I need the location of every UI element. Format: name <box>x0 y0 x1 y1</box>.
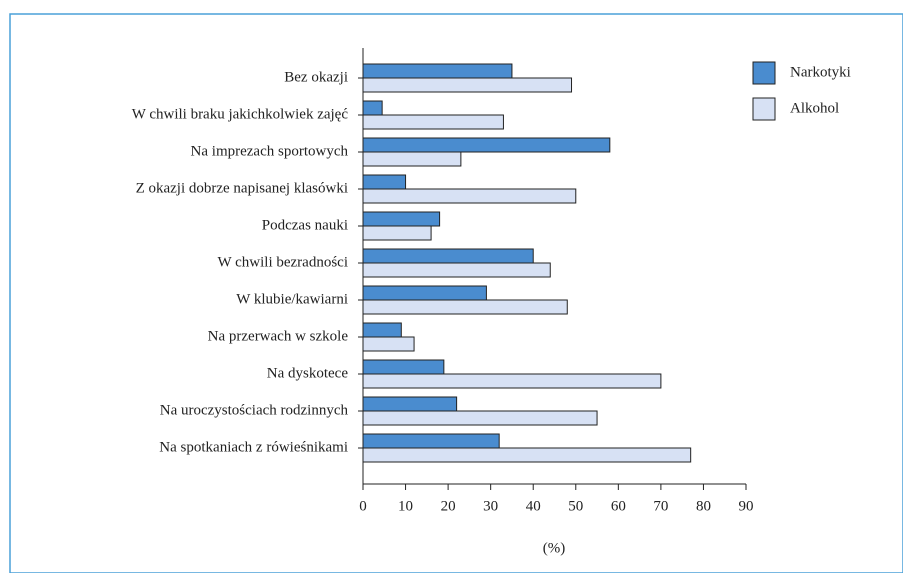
x-tick-label: 90 <box>739 498 754 514</box>
bar <box>362 262 551 278</box>
bar <box>362 359 445 375</box>
bar <box>362 433 500 449</box>
x-tick-label: 0 <box>359 498 367 514</box>
y-tick-label: Bez okazji <box>284 69 348 85</box>
x-tick-label: 70 <box>653 498 668 514</box>
bar <box>362 299 568 315</box>
bar <box>362 77 573 93</box>
bar <box>362 373 662 389</box>
bar <box>362 188 577 204</box>
y-tick-label: W chwili braku jakichkolwiek zajęć <box>132 106 349 122</box>
x-tick-label: 60 <box>611 498 626 514</box>
bar <box>362 447 692 463</box>
y-tick-label: Na uroczystościach rodzinnych <box>160 402 349 418</box>
bar <box>362 410 598 426</box>
legend-swatch <box>752 97 776 121</box>
legend-swatch <box>752 61 776 85</box>
y-tick-label: Podczas nauki <box>262 217 348 233</box>
bar <box>362 114 504 130</box>
x-tick-label: 30 <box>483 498 498 514</box>
bar <box>362 137 611 153</box>
bar <box>362 248 534 264</box>
bar <box>362 396 458 412</box>
y-tick-label: Na spotkaniach z rówieśnikami <box>159 439 348 455</box>
frame <box>9 13 903 573</box>
legend-label: Alkohol <box>790 100 839 116</box>
x-tick-label: 40 <box>526 498 541 514</box>
x-tick-label: 50 <box>568 498 583 514</box>
y-tick-label: Na przerwach w szkole <box>208 328 349 344</box>
bar <box>362 225 432 241</box>
y-tick-label: W klubie/kawiarni <box>236 291 348 307</box>
y-tick-label: W chwili bezradności <box>217 254 348 270</box>
bar <box>362 174 407 190</box>
x-tick-label: 80 <box>696 498 711 514</box>
y-tick-label: Na dyskotece <box>267 365 349 381</box>
y-tick-label: Z okazji dobrze napisanej klasówki <box>136 180 348 196</box>
bar <box>362 336 415 352</box>
bar <box>362 211 441 227</box>
x-axis-label: (%) <box>543 540 566 556</box>
y-tick-label: Na imprezach sportowych <box>191 143 349 159</box>
bar <box>362 63 513 79</box>
bar <box>362 100 383 116</box>
legend-label: Narkotyki <box>790 64 851 80</box>
bar <box>362 322 402 338</box>
x-tick-label: 10 <box>398 498 413 514</box>
bar <box>362 151 462 167</box>
bar <box>362 285 487 301</box>
x-tick-label: 20 <box>441 498 456 514</box>
